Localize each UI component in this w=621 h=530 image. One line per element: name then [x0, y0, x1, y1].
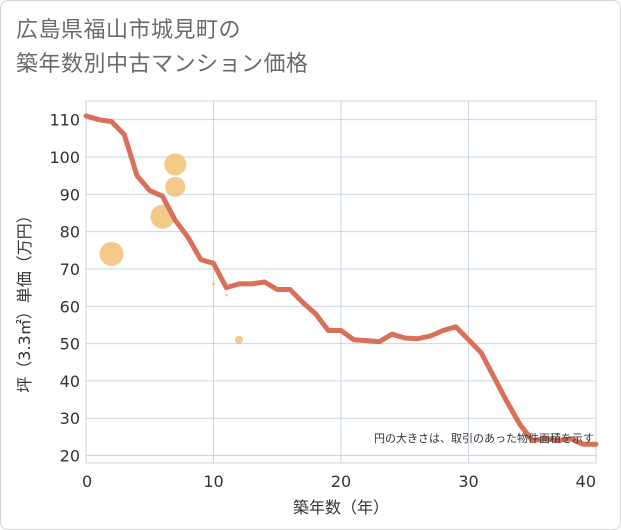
series-line	[83, 113, 599, 447]
bubble-point	[165, 176, 186, 197]
bubble-point	[235, 335, 243, 344]
x-tick-labels: 0 10 20 30 40	[82, 472, 596, 491]
y-tick-label: 90	[60, 185, 80, 204]
x-tick-label: 40	[576, 472, 596, 491]
y-tick-label: 110	[49, 111, 80, 130]
bubble-point	[164, 153, 187, 176]
y-tick-label: 80	[60, 223, 80, 242]
size-note: 円の大きさは、取引のあった物件面積を示す	[374, 431, 594, 445]
x-axis-label: 築年数（年）	[293, 498, 389, 517]
x-tick-label: 20	[331, 472, 351, 491]
y-axis-label: 坪（3.3㎡）単価（万円）	[15, 207, 34, 392]
y-tick-label: 30	[60, 409, 80, 428]
x-tick-label: 10	[203, 472, 223, 491]
chart-title-line-2: 築年数別中古マンション価格	[16, 52, 309, 77]
series-layer	[83, 113, 599, 447]
y-tick-label: 70	[60, 260, 80, 279]
y-tick-label: 100	[49, 148, 80, 167]
y-tick-label: 20	[60, 447, 80, 466]
chart-title: 広島県福山市城見町の 築年数別中古マンション価格	[16, 14, 309, 82]
y-tick-label: 60	[60, 297, 80, 316]
x-tick-label: 0	[82, 472, 92, 491]
bubble-point	[212, 282, 215, 286]
bubble-point	[99, 242, 124, 267]
chart-title-line-1: 広島県福山市城見町の	[16, 18, 242, 43]
y-tick-label: 40	[60, 372, 80, 391]
y-tick-label: 50	[60, 335, 80, 354]
grid-lines-x	[85, 101, 597, 463]
bubble-point	[224, 293, 228, 297]
y-tick-labels: 20 30 40 50 60 70 80 90 100 110	[49, 111, 80, 466]
x-tick-label: 30	[458, 472, 478, 491]
